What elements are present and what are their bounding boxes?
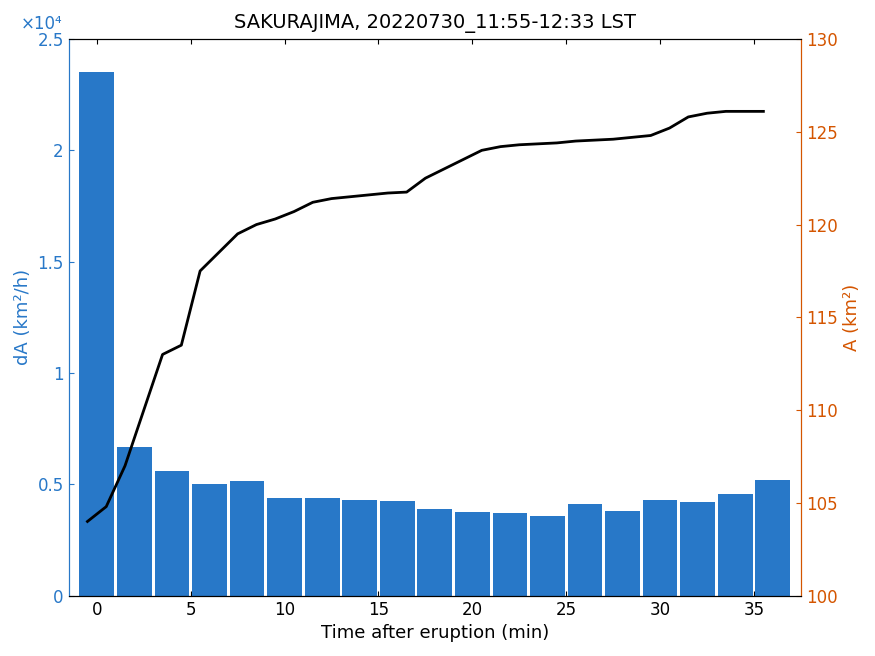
Y-axis label: A (km²): A (km²) [844,284,861,351]
Bar [455,512,490,596]
Bar [643,500,677,596]
X-axis label: Time after eruption (min): Time after eruption (min) [321,624,549,642]
Bar [380,501,415,596]
Y-axis label: dA (km²/h): dA (km²/h) [14,269,31,365]
Bar [680,502,715,596]
Bar [304,498,340,596]
Bar [493,513,528,596]
Bar [80,72,115,596]
Text: ×10⁴: ×10⁴ [21,16,63,33]
Bar [117,447,151,596]
Bar [568,504,602,596]
Bar [530,516,565,596]
Bar [267,498,302,596]
Bar [417,509,452,596]
Bar [718,495,752,596]
Bar [342,500,377,596]
Bar [192,484,227,596]
Bar [606,511,640,596]
Bar [755,480,790,596]
Bar [155,471,189,596]
Title: SAKURAJIMA, 20220730_11:55-12:33 LST: SAKURAJIMA, 20220730_11:55-12:33 LST [234,14,636,33]
Bar [229,481,264,596]
